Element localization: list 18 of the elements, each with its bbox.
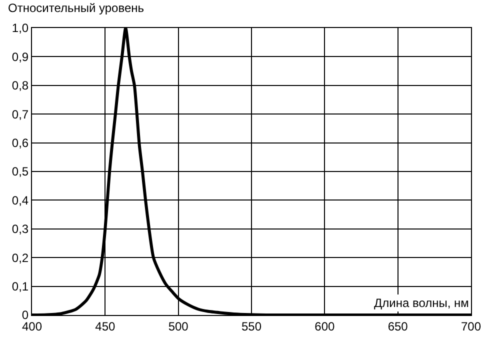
x-tick-label: 700 xyxy=(460,319,482,334)
x-tick-label: 650 xyxy=(388,319,408,334)
y-tick-label: 0,1 xyxy=(12,280,29,294)
x-tick-label: 450 xyxy=(95,319,116,334)
x-tick-label: 600 xyxy=(314,319,335,334)
x-tick-label: 500 xyxy=(168,319,189,334)
y-tick-label: 1,0 xyxy=(12,21,29,36)
y-tick-label: 0,9 xyxy=(12,50,29,64)
y-tick-label: 0,7 xyxy=(12,107,29,122)
y-tick-label: 0,6 xyxy=(12,136,29,150)
y-axis-title: Относительный уровень xyxy=(8,1,144,15)
y-tick-label: 0,3 xyxy=(12,222,29,236)
x-tick-label: 550 xyxy=(241,319,262,334)
y-tick-label: 0,4 xyxy=(12,193,29,208)
y-tick-label: 0,8 xyxy=(12,78,29,93)
x-axis-title: Длина волны, нм xyxy=(374,296,469,310)
y-tick-label: 0,2 xyxy=(12,250,29,265)
y-tick-label: 0,5 xyxy=(12,164,29,179)
